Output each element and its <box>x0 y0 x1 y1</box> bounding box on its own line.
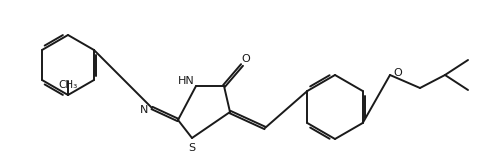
Text: N: N <box>140 105 148 115</box>
Text: S: S <box>189 143 195 153</box>
Text: HN: HN <box>178 76 194 86</box>
Text: O: O <box>394 68 402 78</box>
Text: CH₃: CH₃ <box>59 80 78 90</box>
Text: O: O <box>241 54 251 64</box>
